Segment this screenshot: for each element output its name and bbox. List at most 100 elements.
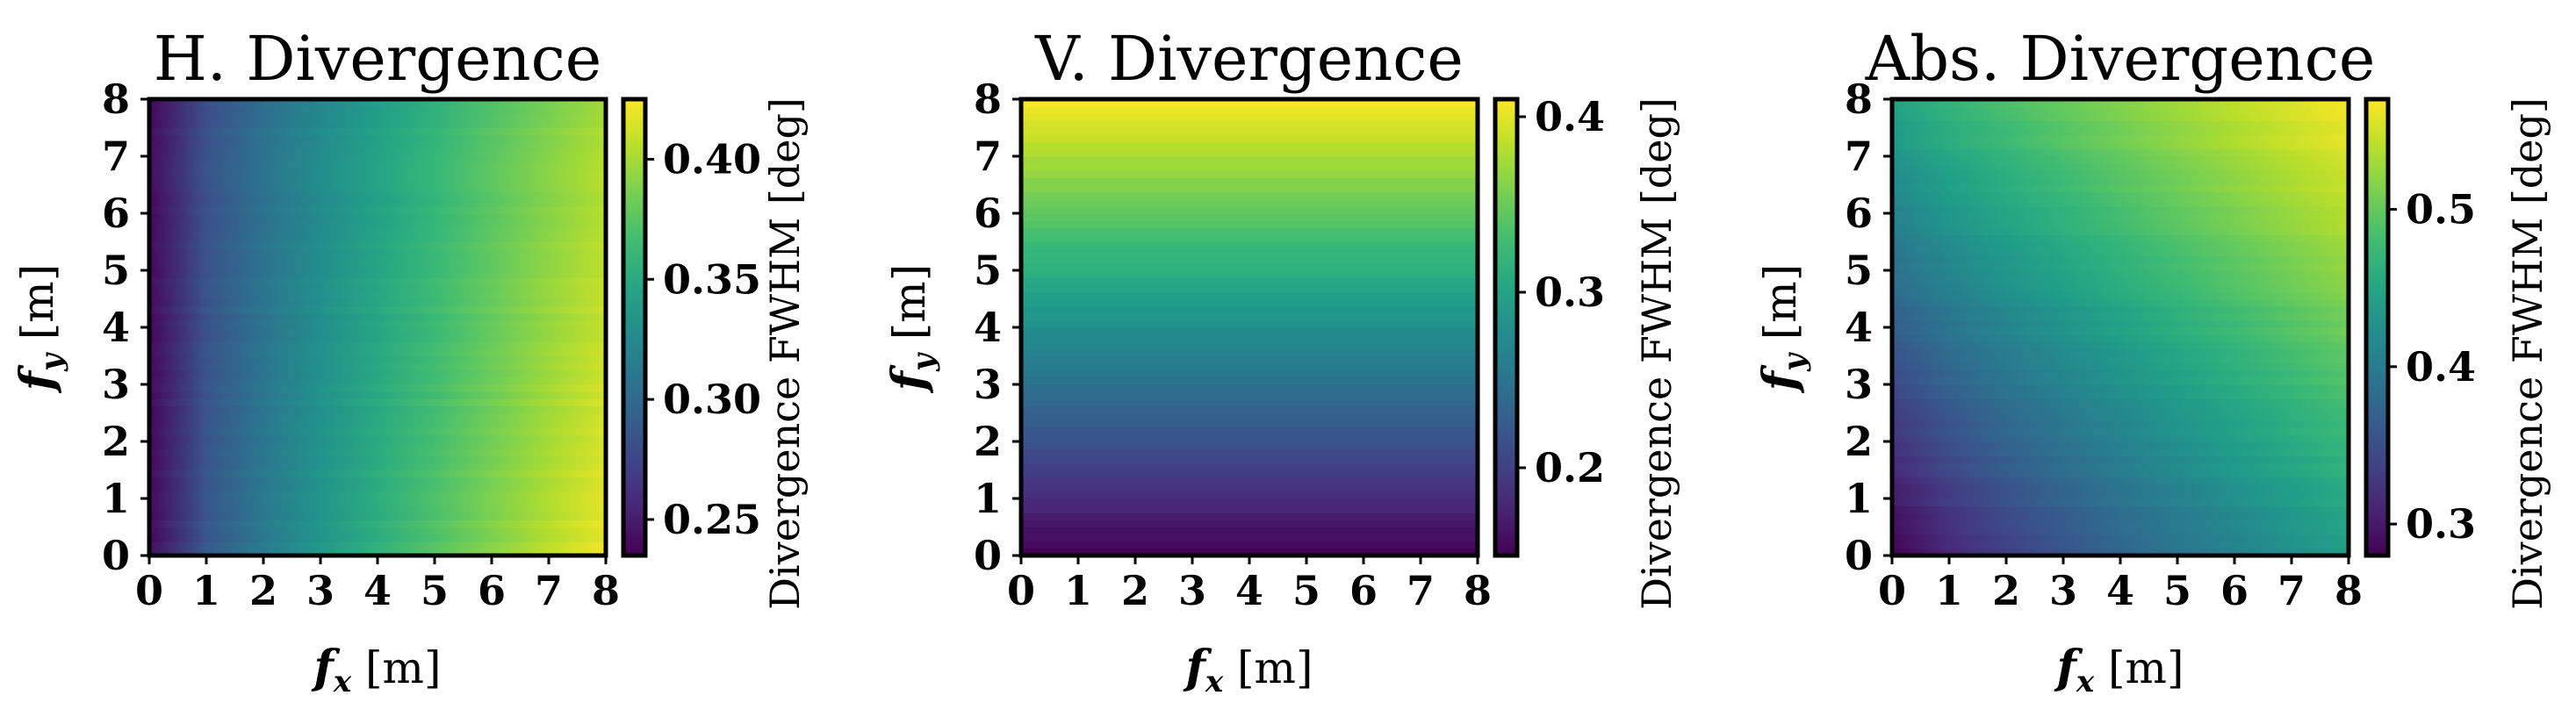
colorbar-tick-label: 0.40 <box>663 135 761 183</box>
x-tick-label: 2 <box>1121 567 1149 614</box>
colorbar-tick-label: 0.3 <box>2406 500 2476 548</box>
heatmap-row <box>1892 527 2349 535</box>
x-axis-label: fx [m] <box>311 641 442 699</box>
colorbar-tick-label: 0.4 <box>1535 93 1605 140</box>
y-tick-label: 5 <box>974 247 1002 294</box>
y-tick-label: 1 <box>102 475 130 522</box>
x-axis-label: fx [m] <box>2054 641 2184 699</box>
heatmap-row <box>1892 355 2349 364</box>
colorbar-frame <box>621 97 648 558</box>
heatmap-row <box>1021 405 1478 414</box>
heatmap-row <box>149 427 606 435</box>
x-axis-label: fx [m] <box>1183 641 1313 699</box>
heatmap-row <box>1892 541 2349 549</box>
colorbar-label: Divergence FWHM [deg] <box>761 97 809 610</box>
x-tick-label: 2 <box>249 567 277 614</box>
heatmap-row <box>149 177 606 186</box>
heatmap-row <box>1892 262 2349 271</box>
x-tick-label: 8 <box>1464 567 1492 614</box>
heatmap-row <box>149 213 606 221</box>
heatmap-row <box>1021 548 1478 556</box>
y-tick-label: 6 <box>1845 190 1873 237</box>
y-tick-label: 4 <box>1845 304 1873 351</box>
x-tick-label: 3 <box>306 567 335 614</box>
heatmap-row <box>1021 541 1478 549</box>
heatmap-row <box>149 419 606 428</box>
heatmap-row <box>1892 227 2349 235</box>
heatmap-row <box>149 170 606 178</box>
heatmap-row <box>149 127 606 136</box>
colorbar-tick-label: 0.25 <box>663 496 761 543</box>
heatmap-row <box>1892 462 2349 471</box>
heatmap-row <box>1021 120 1478 129</box>
heatmap-row <box>149 241 606 250</box>
heatmap-row <box>1021 369 1478 378</box>
heatmap-row <box>149 355 606 364</box>
heatmap-row <box>1892 327 2349 335</box>
heatmap-row <box>1892 427 2349 435</box>
heatmap-row <box>1892 106 2349 114</box>
x-tick-label: 7 <box>1407 567 1435 614</box>
heatmap-row <box>149 191 606 200</box>
heatmap-row <box>1892 291 2349 300</box>
heatmap-row <box>149 462 606 471</box>
heatmap-row <box>1892 298 2349 307</box>
heatmap-row <box>1021 327 1478 335</box>
heatmap-row <box>1892 205 2349 214</box>
heatmap-row <box>149 327 606 335</box>
heatmap-row <box>1892 141 2349 150</box>
heatmap-row <box>1892 213 2349 221</box>
heatmap-row <box>149 277 606 285</box>
colorbar-tick-label: 0.4 <box>2406 343 2476 391</box>
heatmap-row <box>1892 241 2349 250</box>
heatmap-row <box>149 534 606 542</box>
heatmap-row <box>149 120 606 129</box>
heatmap-row <box>1892 334 2349 342</box>
heatmap-row <box>1021 434 1478 442</box>
heatmap-row <box>1021 191 1478 200</box>
heatmap-row <box>1021 234 1478 243</box>
heatmap-row <box>149 548 606 556</box>
heatmap-row <box>1892 455 2349 463</box>
x-tick-label: 6 <box>1349 567 1378 614</box>
x-tick-label: 7 <box>535 567 563 614</box>
heatmap-row <box>1892 513 2349 520</box>
heatmap-row <box>149 234 606 243</box>
heatmap-row <box>1892 255 2349 264</box>
heatmap-row <box>1021 170 1478 178</box>
heatmap-row <box>1892 376 2349 385</box>
x-tick-label: 3 <box>1178 567 1206 614</box>
heatmap-row <box>1021 255 1478 264</box>
heatmap-row <box>1892 548 2349 556</box>
x-tick-label: 4 <box>363 567 392 614</box>
heatmap-row <box>1892 505 2349 513</box>
heatmap-row <box>1021 484 1478 492</box>
heatmap-row <box>149 520 606 528</box>
heatmap-row <box>149 455 606 463</box>
heatmap-row <box>149 484 606 492</box>
heatmap-row <box>1021 334 1478 342</box>
y-tick-label: 8 <box>974 75 1002 123</box>
heatmap-row <box>1021 513 1478 520</box>
heatmap-row <box>1021 163 1478 171</box>
heatmap-row <box>149 113 606 121</box>
colorbar-tick-label: 0.3 <box>1535 269 1605 316</box>
y-tick-label: 7 <box>102 133 130 180</box>
heatmap-row <box>1021 156 1478 164</box>
heatmap-row <box>1021 441 1478 449</box>
heatmap-row <box>1892 448 2349 456</box>
y-tick-label: 1 <box>1845 475 1873 522</box>
y-tick-label: 6 <box>102 190 130 237</box>
y-tick-label: 8 <box>102 75 130 123</box>
heatmap-row <box>149 369 606 378</box>
x-tick-label: 0 <box>135 567 163 614</box>
heatmap-row <box>1021 248 1478 257</box>
colorbar-frame <box>1493 97 1520 558</box>
heatmap-row <box>1892 419 2349 428</box>
heatmap-row <box>1021 205 1478 214</box>
heatmap-row <box>1892 198 2349 207</box>
heatmap-row <box>1021 134 1478 143</box>
x-tick-label: 0 <box>1007 567 1035 614</box>
